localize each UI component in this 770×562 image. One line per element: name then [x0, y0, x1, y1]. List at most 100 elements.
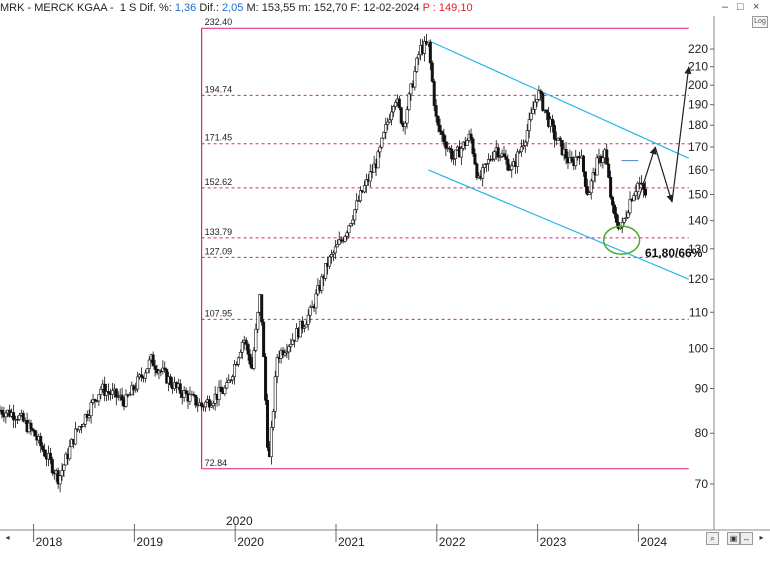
close-icon[interactable]: × [753, 1, 760, 13]
candle-body [399, 107, 403, 124]
candle-body [43, 449, 47, 457]
candle-body [68, 446, 72, 460]
candle-body [423, 41, 427, 54]
fib-level-label: 171.45 [205, 133, 233, 143]
save-tool-icon[interactable]: ▣ [727, 532, 740, 545]
candle-body [248, 353, 252, 365]
candle-body [132, 385, 136, 391]
candle-body [147, 359, 151, 369]
candle-body [89, 402, 93, 417]
candle-body [207, 399, 211, 408]
x-tick-label: 2020 [237, 535, 264, 549]
candle-body [110, 390, 114, 395]
candle-body [537, 90, 541, 100]
candle-body [29, 422, 33, 430]
x-tick-label: 2024 [640, 535, 667, 549]
candle-body [236, 357, 240, 365]
candle-body [203, 401, 207, 408]
candle-body [486, 159, 490, 164]
x-tick-label: 2021 [338, 535, 365, 549]
candle-body [432, 81, 436, 106]
y-tick-label: 220 [688, 42, 708, 56]
candle-body [256, 312, 260, 330]
candle-body [490, 158, 494, 161]
candle-body [320, 276, 324, 291]
candle-body [508, 169, 512, 171]
candle-body [438, 124, 442, 132]
fib-level-label: 152.62 [205, 177, 233, 187]
candle-body [124, 394, 128, 407]
candle-body [612, 204, 616, 215]
candle-body [200, 402, 204, 407]
scroll-left-icon[interactable]: ◂ [5, 533, 10, 542]
fib-level-label: 72.84 [205, 458, 228, 468]
candle-body [275, 356, 279, 377]
candle-body [246, 344, 250, 355]
candle-body [283, 352, 287, 356]
candle-body [81, 424, 85, 427]
trend-channel [428, 39, 690, 280]
candle-body [624, 217, 628, 220]
zoom-tool-icon[interactable]: ⌕ [706, 532, 719, 545]
candle-body [260, 294, 264, 323]
candle-body [351, 219, 355, 224]
last-value: 149,10 [438, 2, 473, 14]
dif-label: Dif.: [199, 2, 219, 14]
candle-body [605, 149, 609, 165]
candle-body [136, 376, 140, 390]
x-tick-label: 2019 [136, 535, 163, 549]
candle-body [644, 188, 648, 196]
candle-body [178, 383, 182, 394]
candle-body [589, 180, 593, 194]
candle-body [50, 459, 54, 474]
candle-body [217, 386, 221, 400]
y-tick-label: 140 [688, 214, 708, 228]
candle-body [298, 320, 302, 338]
candle-body [79, 426, 83, 428]
candle-body [145, 368, 149, 374]
candle-body [39, 436, 43, 447]
candle-body [485, 163, 489, 165]
y-tick-label: 80 [695, 426, 709, 440]
log-scale-button[interactable]: Log [752, 16, 768, 28]
candle-body [519, 146, 523, 152]
candle-body [211, 402, 215, 407]
candle-body [607, 163, 611, 178]
scroll-right-icon[interactable]: ▸ [759, 533, 764, 542]
pan-tool-icon[interactable]: ↔ [740, 532, 753, 545]
candle-body [498, 156, 502, 158]
candle-body [634, 191, 638, 196]
candle-body [163, 367, 167, 370]
candle-body [116, 396, 120, 398]
candle-body [595, 157, 599, 176]
candle-body [269, 427, 273, 458]
candle-body [587, 192, 591, 195]
candle-body [521, 145, 525, 148]
y-tick-label: 130 [688, 242, 708, 256]
candle-body [560, 140, 564, 156]
restore-icon[interactable]: □ [737, 1, 744, 13]
y-tick-label: 70 [695, 477, 709, 491]
fib-level-label: 133.79 [205, 227, 233, 237]
x-extra-label: 2020 [226, 514, 253, 528]
candle-body [99, 388, 103, 395]
candle-body [585, 186, 589, 195]
candle-body [632, 195, 636, 202]
y-axis: 70 80 90 100 110 120 130 140 150 160 170 180 190 200 2… [688, 42, 714, 491]
candle-body [357, 200, 361, 202]
candle-body [192, 393, 196, 396]
date-label: F: 12-02-2024 [350, 2, 420, 14]
candle-body [510, 165, 514, 170]
candle-body [504, 156, 508, 160]
candle-body [430, 62, 434, 82]
candle-body [473, 153, 477, 165]
y-tick-label: 200 [688, 78, 708, 92]
y-tick-label: 110 [689, 305, 708, 319]
candle-body [525, 130, 529, 143]
candle-body [227, 379, 231, 383]
candle-body [238, 351, 242, 359]
candle-body [413, 71, 417, 88]
candle-body [114, 388, 118, 398]
candle-body [552, 125, 556, 140]
minimize-icon[interactable]: – [722, 1, 729, 13]
